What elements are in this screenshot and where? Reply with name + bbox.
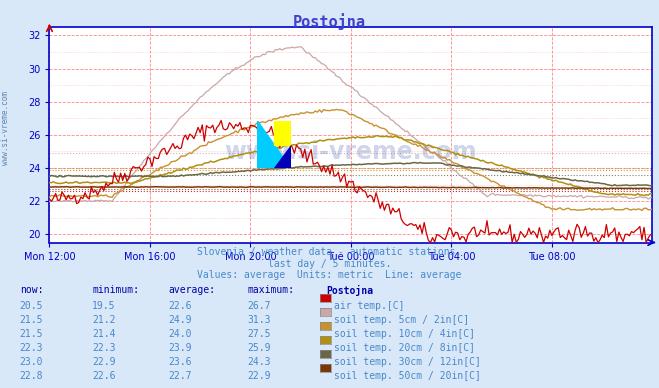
Text: last day / 5 minutes.: last day / 5 minutes.: [268, 259, 391, 269]
Text: Postojna: Postojna: [326, 285, 373, 296]
Text: 22.7: 22.7: [168, 371, 192, 381]
Text: now:: now:: [20, 285, 43, 295]
Text: www.si-vreme.com: www.si-vreme.com: [1, 91, 10, 165]
Text: average:: average:: [168, 285, 215, 295]
Text: Values: average  Units: metric  Line: average: Values: average Units: metric Line: aver…: [197, 270, 462, 281]
Text: 23.6: 23.6: [168, 357, 192, 367]
Text: 21.5: 21.5: [20, 329, 43, 339]
Text: 25.9: 25.9: [247, 343, 271, 353]
Text: 22.6: 22.6: [168, 301, 192, 311]
Text: www.si-vreme.com: www.si-vreme.com: [225, 140, 477, 164]
Text: 23.9: 23.9: [168, 343, 192, 353]
Text: 20.5: 20.5: [20, 301, 43, 311]
Text: 21.5: 21.5: [20, 315, 43, 325]
Text: 31.3: 31.3: [247, 315, 271, 325]
Text: 23.0: 23.0: [20, 357, 43, 367]
Text: minimum:: minimum:: [92, 285, 139, 295]
Text: 19.5: 19.5: [92, 301, 116, 311]
Text: 27.5: 27.5: [247, 329, 271, 339]
Text: 21.4: 21.4: [92, 329, 116, 339]
Text: 22.6: 22.6: [92, 371, 116, 381]
Text: soil temp. 10cm / 4in[C]: soil temp. 10cm / 4in[C]: [334, 329, 475, 339]
Text: 24.9: 24.9: [168, 315, 192, 325]
Text: Slovenia / weather data - automatic stations.: Slovenia / weather data - automatic stat…: [197, 247, 462, 257]
Text: 24.3: 24.3: [247, 357, 271, 367]
Text: 22.3: 22.3: [92, 343, 116, 353]
Polygon shape: [258, 121, 291, 168]
Text: 21.2: 21.2: [92, 315, 116, 325]
Text: 26.7: 26.7: [247, 301, 271, 311]
Text: soil temp. 5cm / 2in[C]: soil temp. 5cm / 2in[C]: [334, 315, 469, 325]
Text: 22.9: 22.9: [92, 357, 116, 367]
Text: maximum:: maximum:: [247, 285, 294, 295]
Text: soil temp. 20cm / 8in[C]: soil temp. 20cm / 8in[C]: [334, 343, 475, 353]
Text: Postojna: Postojna: [293, 14, 366, 30]
Text: soil temp. 30cm / 12in[C]: soil temp. 30cm / 12in[C]: [334, 357, 481, 367]
Text: soil temp. 50cm / 20in[C]: soil temp. 50cm / 20in[C]: [334, 371, 481, 381]
Bar: [274, 121, 291, 144]
Text: 22.8: 22.8: [20, 371, 43, 381]
Text: 22.9: 22.9: [247, 371, 271, 381]
Text: 24.0: 24.0: [168, 329, 192, 339]
Text: air temp.[C]: air temp.[C]: [334, 301, 405, 311]
Text: 22.3: 22.3: [20, 343, 43, 353]
Polygon shape: [274, 144, 291, 168]
